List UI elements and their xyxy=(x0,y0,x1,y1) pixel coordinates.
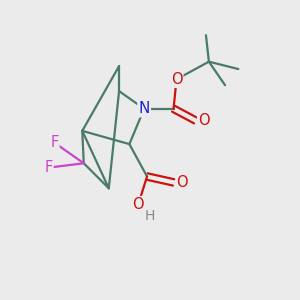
Text: O: O xyxy=(177,175,188,190)
Text: N: N xyxy=(138,101,150,116)
Text: F: F xyxy=(44,160,52,175)
Text: F: F xyxy=(50,135,58,150)
Text: H: H xyxy=(145,209,155,223)
Text: O: O xyxy=(132,197,144,212)
Text: O: O xyxy=(171,72,182,87)
Text: O: O xyxy=(198,113,210,128)
